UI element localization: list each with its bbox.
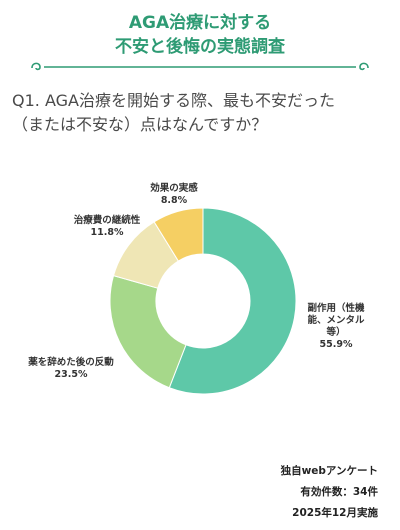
donut-slice-effect (153, 207, 204, 262)
footer-sample-size: 有効件数：34件 (300, 486, 378, 498)
survey-title-line1: AGA治療に対する (128, 13, 272, 33)
question-line1: Q1. AGA治療を開始する際、最も不安だった (12, 91, 335, 110)
swirl-right-icon (359, 62, 369, 71)
slice-category-effect: 効果の実感 (150, 183, 198, 194)
slice-category-side-effects-line2: 能、メンタル (307, 315, 365, 326)
slice-value-side-effects: 55.9% (319, 339, 353, 350)
slice-category-side-effects-line3: 等） (326, 327, 346, 338)
footer-date: 2025年12月実施 (292, 507, 378, 519)
footer-source: 独自webアンケート (280, 465, 378, 477)
donut-slice-side-effects (168, 207, 297, 395)
donut-slice-rebound (109, 274, 187, 389)
slice-value-effect: 8.8% (160, 195, 188, 206)
slice-category-rebound: 薬を辞めた後の反動 (28, 357, 114, 368)
question-line2: （または不安な）点はなんですか？ (12, 115, 268, 134)
slice-value-rebound: 23.5% (54, 369, 88, 380)
swirl-left-icon (31, 62, 41, 71)
slice-value-cost: 11.8% (90, 227, 124, 238)
title-divider-ornament (31, 62, 369, 71)
slice-label-rebound: 薬を辞めた後の反動 23.5% (16, 357, 126, 381)
survey-title-line2: 不安と後悔の実態調査 (115, 37, 285, 57)
slice-category-cost: 治療費の継続性 (73, 215, 141, 226)
slice-label-side-effects: 副作用（性機 能、メンタル 等） 55.9% (290, 303, 382, 351)
slice-category-side-effects-line1: 副作用（性機 (307, 303, 365, 314)
slice-label-effect: 効果の実感 8.8% (134, 183, 214, 207)
slice-label-cost: 治療費の継続性 11.8% (62, 215, 152, 239)
